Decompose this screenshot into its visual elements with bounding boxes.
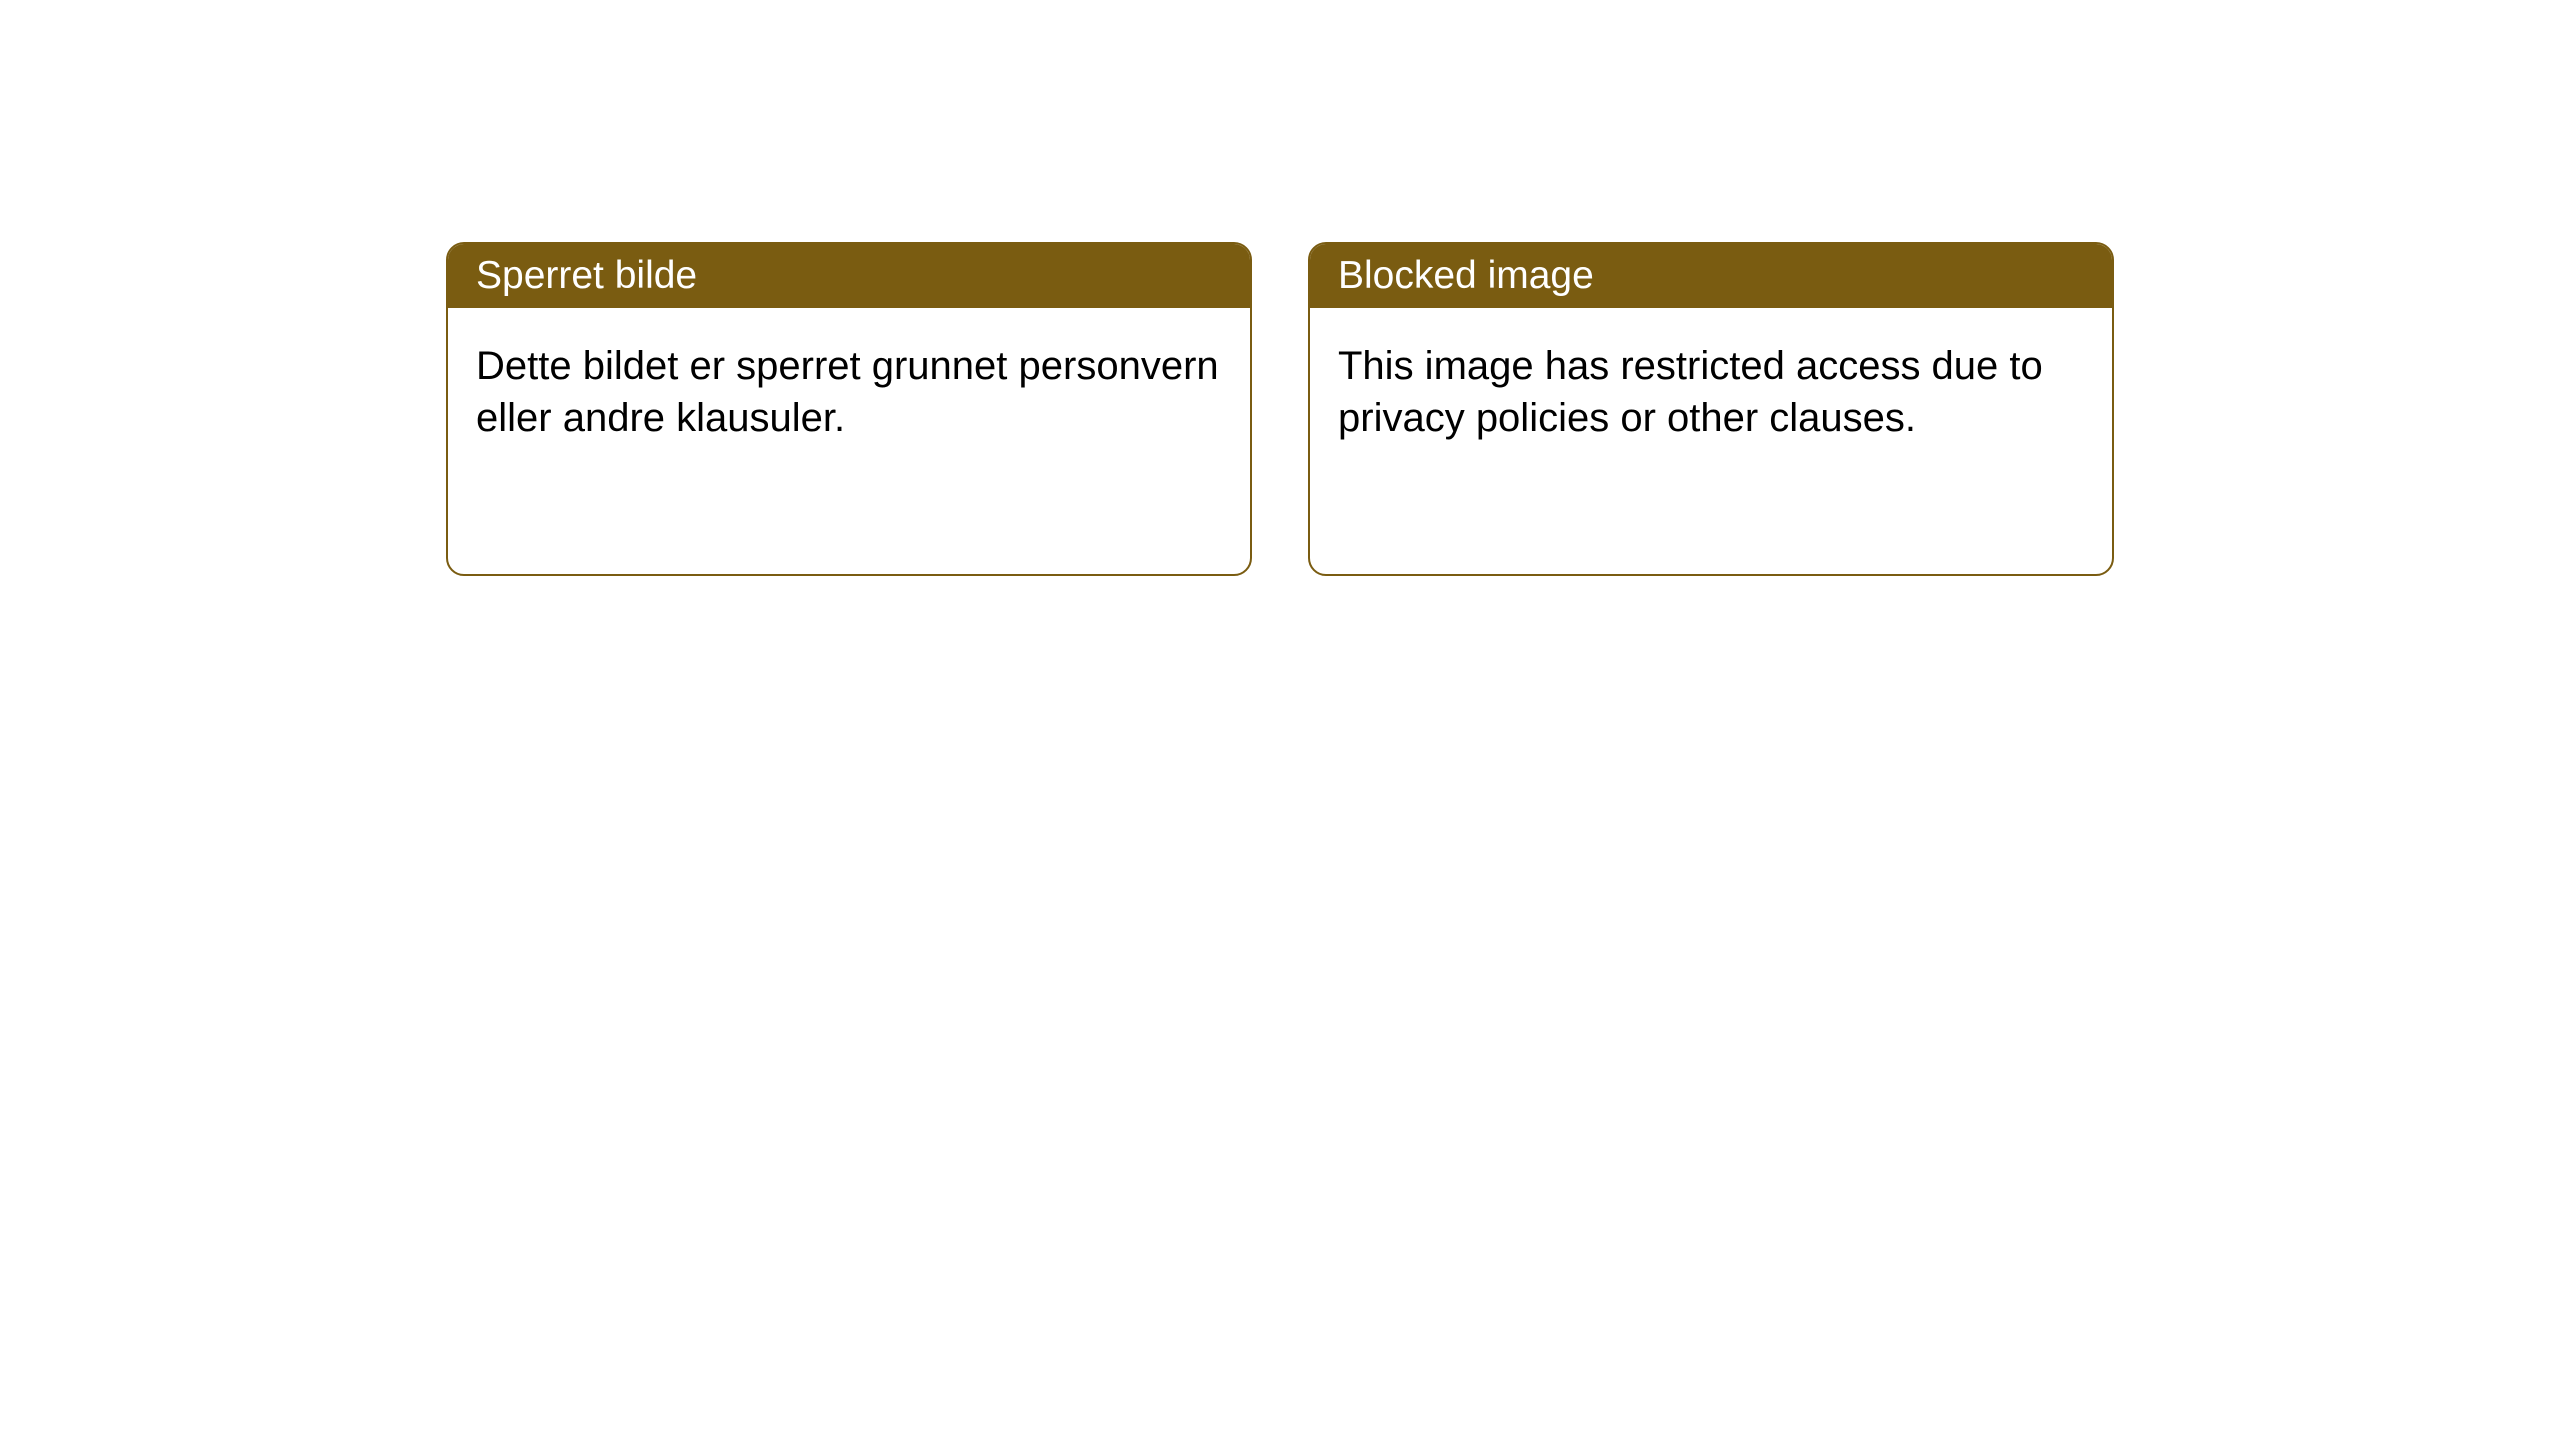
card-title: Blocked image — [1338, 254, 1594, 297]
blocked-image-card-no: Sperret bilde Dette bildet er sperret gr… — [446, 242, 1252, 576]
card-body-text: Dette bildet er sperret grunnet personve… — [476, 344, 1219, 440]
card-body-text: This image has restricted access due to … — [1338, 344, 2043, 440]
card-header: Sperret bilde — [448, 244, 1250, 308]
blocked-image-card-en: Blocked image This image has restricted … — [1308, 242, 2114, 576]
card-title: Sperret bilde — [476, 254, 697, 297]
card-header: Blocked image — [1310, 244, 2112, 308]
card-container: Sperret bilde Dette bildet er sperret gr… — [0, 0, 2560, 576]
card-body: This image has restricted access due to … — [1310, 308, 2112, 476]
card-body: Dette bildet er sperret grunnet personve… — [448, 308, 1250, 476]
